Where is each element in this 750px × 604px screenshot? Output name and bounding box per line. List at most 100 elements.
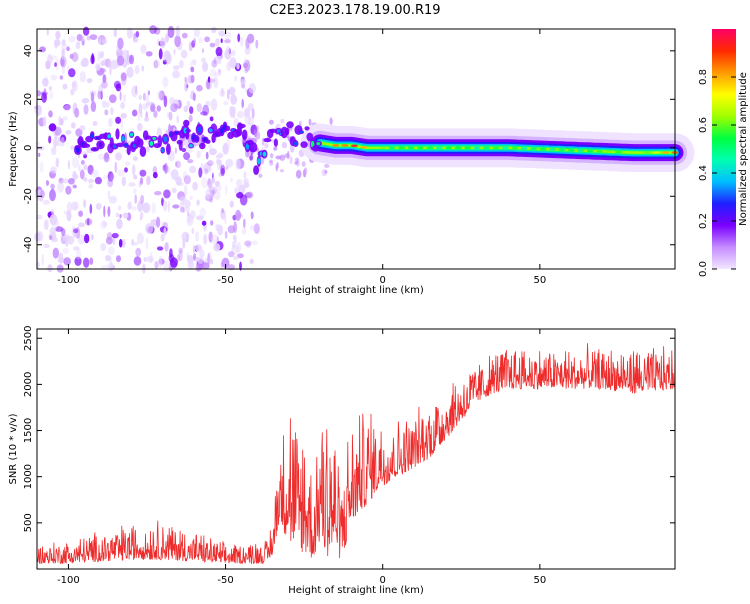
x-tick-label: -50 [217, 275, 233, 286]
signal-core [530, 147, 538, 151]
noise-point [83, 104, 89, 115]
noise-point [243, 62, 248, 69]
noise-point [226, 46, 231, 55]
noise-point [122, 94, 127, 102]
noise-point [167, 200, 170, 213]
noise-point [108, 117, 113, 127]
noise-point [180, 49, 188, 59]
noise-point [255, 130, 261, 140]
noise-point [208, 144, 213, 150]
noise-point [244, 192, 252, 199]
noise-point [146, 255, 154, 263]
noise-point [45, 74, 48, 85]
signal-blob-core [194, 136, 199, 142]
noise-point [79, 169, 85, 180]
noise-point [215, 184, 222, 192]
signal-core [624, 151, 632, 154]
signal-blob [82, 143, 91, 148]
signal-core [539, 147, 547, 151]
noise-point [50, 146, 57, 156]
noise-point [73, 228, 79, 234]
colorbar: 0.0 0.2 0.4 0.6 0.8 Normalized spectral ampl… [698, 29, 749, 277]
noise-point [86, 78, 93, 84]
snr-y-ticks: 2500 2000 1500 1000 500 [23, 326, 675, 532]
noise-point [124, 167, 128, 173]
noise-point [126, 66, 134, 78]
noise-point [82, 26, 90, 36]
noise-point [179, 59, 184, 69]
signal-core [577, 149, 585, 152]
noise-point [189, 210, 196, 220]
noise-point [172, 204, 180, 209]
noise-point [134, 194, 137, 204]
noise-point [281, 141, 287, 149]
noise-point [188, 114, 193, 123]
noise-point [189, 61, 193, 70]
noise-point [162, 76, 169, 88]
noise-point [244, 107, 250, 118]
noise-point [49, 214, 58, 226]
signal-blob-core [189, 144, 193, 148]
noise-point [65, 185, 72, 195]
signal-blob [166, 143, 171, 155]
colorbar-ticks: 0.0 0.2 0.4 0.6 0.8 [698, 69, 736, 277]
noise-point [76, 248, 81, 260]
noise-point [133, 256, 142, 266]
noise-point [209, 68, 217, 78]
x-tick-label: 0 [380, 275, 386, 286]
noise-point [109, 256, 112, 268]
noise-point [90, 54, 95, 65]
noise-point [174, 103, 178, 109]
noise-point [164, 165, 171, 173]
signal-core [407, 146, 415, 150]
noise-point [58, 252, 64, 264]
signal-core [445, 146, 453, 150]
noise-point [177, 254, 180, 262]
noise-point [139, 211, 144, 219]
noise-point [209, 116, 214, 122]
noise-point [235, 158, 241, 170]
signal-blob [236, 128, 243, 137]
noise-point [149, 25, 157, 35]
signal-blob [136, 138, 144, 148]
noise-point [102, 38, 108, 45]
noise-point [187, 214, 192, 224]
noise-point [49, 227, 57, 234]
noise-point [243, 182, 250, 189]
noise-point [88, 178, 95, 184]
noise-point [231, 49, 236, 57]
y-tick-label: 1500 [23, 418, 34, 443]
noise-point [215, 38, 220, 47]
noise-point [118, 205, 122, 211]
signal-core [464, 146, 472, 150]
signal-core [501, 146, 509, 150]
noise-point [236, 62, 240, 70]
noise-point [269, 159, 273, 164]
noise-point [147, 226, 154, 234]
noise-point [289, 156, 293, 165]
noise-point [214, 180, 220, 187]
noise-point [55, 157, 60, 168]
noise-point [135, 31, 140, 38]
noise-point [114, 161, 118, 173]
noise-point [216, 55, 222, 65]
signal-core [520, 147, 528, 150]
noise-point [193, 37, 197, 45]
signal-core [341, 144, 349, 147]
noise-point [149, 251, 153, 262]
noise-point [193, 253, 196, 261]
noise-point [112, 236, 116, 246]
noise-point [179, 196, 187, 202]
noise-point [219, 159, 222, 171]
noise-point [62, 83, 68, 90]
noise-point [228, 251, 235, 258]
noise-point [258, 173, 263, 178]
noise-point [69, 53, 74, 60]
y-tick-label: 1000 [23, 464, 34, 489]
y-tick-label: 2500 [23, 326, 34, 351]
noise-point [158, 90, 165, 101]
signal-blob [312, 145, 319, 152]
noise-point [127, 201, 132, 210]
noise-point [243, 218, 246, 229]
noise-point [250, 224, 255, 231]
